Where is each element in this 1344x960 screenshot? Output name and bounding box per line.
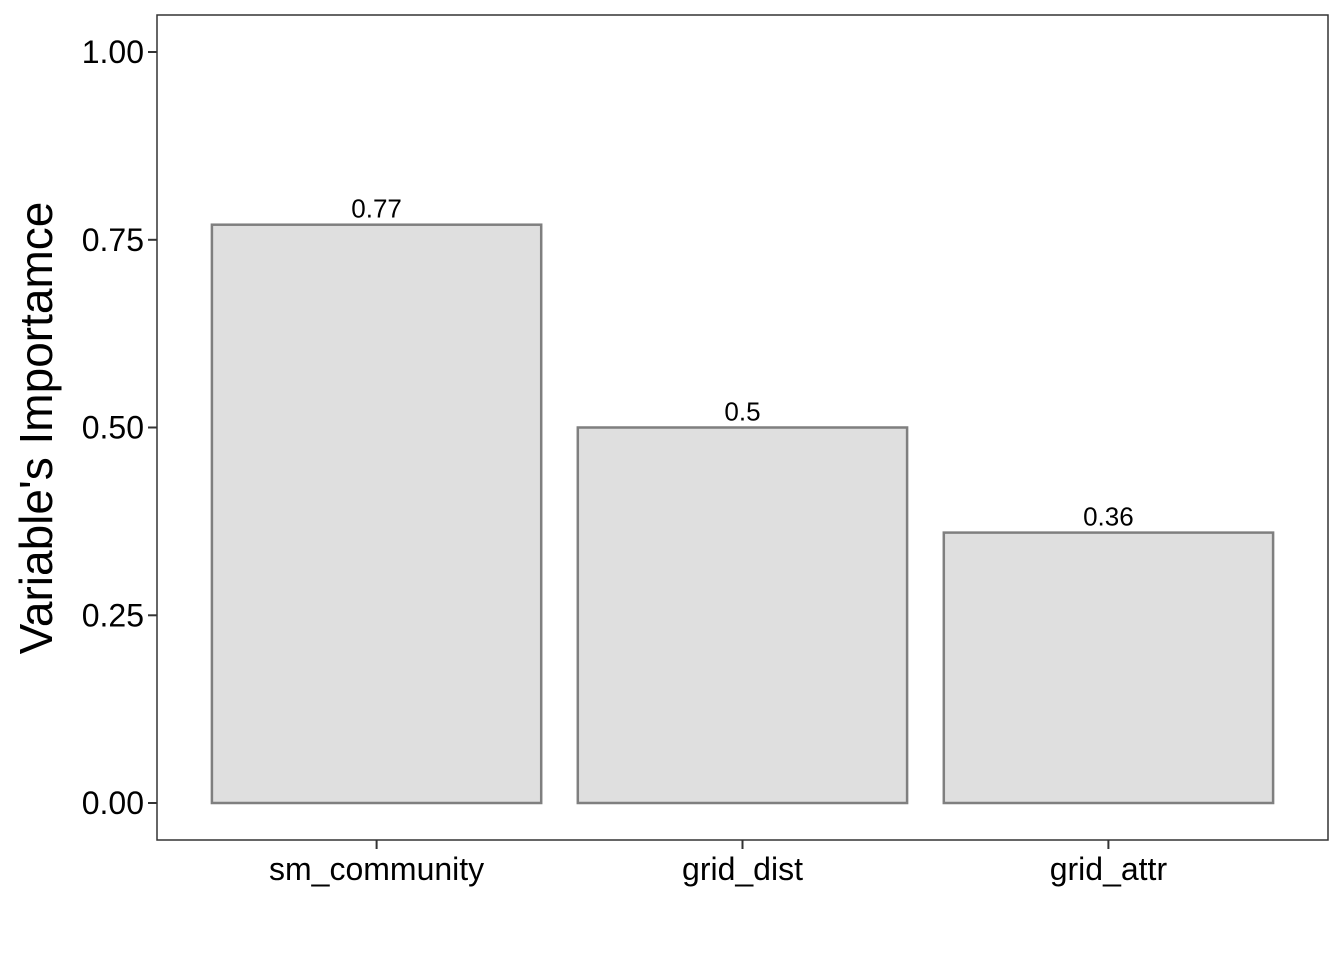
y-axis-title: Variable's Importamce <box>10 202 62 655</box>
data-label: 0.36 <box>1083 502 1134 532</box>
bar-sm_community <box>210 223 543 805</box>
bar-grid_dist <box>576 426 909 805</box>
data-labels-group: 0.77 0.5 0.36 <box>351 194 1133 532</box>
x-axis: sm_community grid_dist grid_attr <box>269 840 1167 887</box>
y-tick-label: 0.00 <box>82 785 144 821</box>
x-tick-label: grid_attr <box>1050 851 1168 887</box>
y-tick-label: 0.75 <box>82 222 144 258</box>
y-tick-label: 0.50 <box>82 410 144 446</box>
x-tick-label: sm_community <box>269 851 484 887</box>
y-tick-label: 0.25 <box>82 597 144 633</box>
bars-group <box>210 223 1275 805</box>
y-tick-label: 1.00 <box>82 34 144 70</box>
bar-grid_attr <box>942 531 1275 805</box>
x-tick-label: grid_dist <box>682 851 803 887</box>
data-label: 0.77 <box>351 194 402 224</box>
data-label: 0.5 <box>724 397 760 427</box>
y-axis: 0.00 0.25 0.50 0.75 1.00 <box>82 34 157 821</box>
